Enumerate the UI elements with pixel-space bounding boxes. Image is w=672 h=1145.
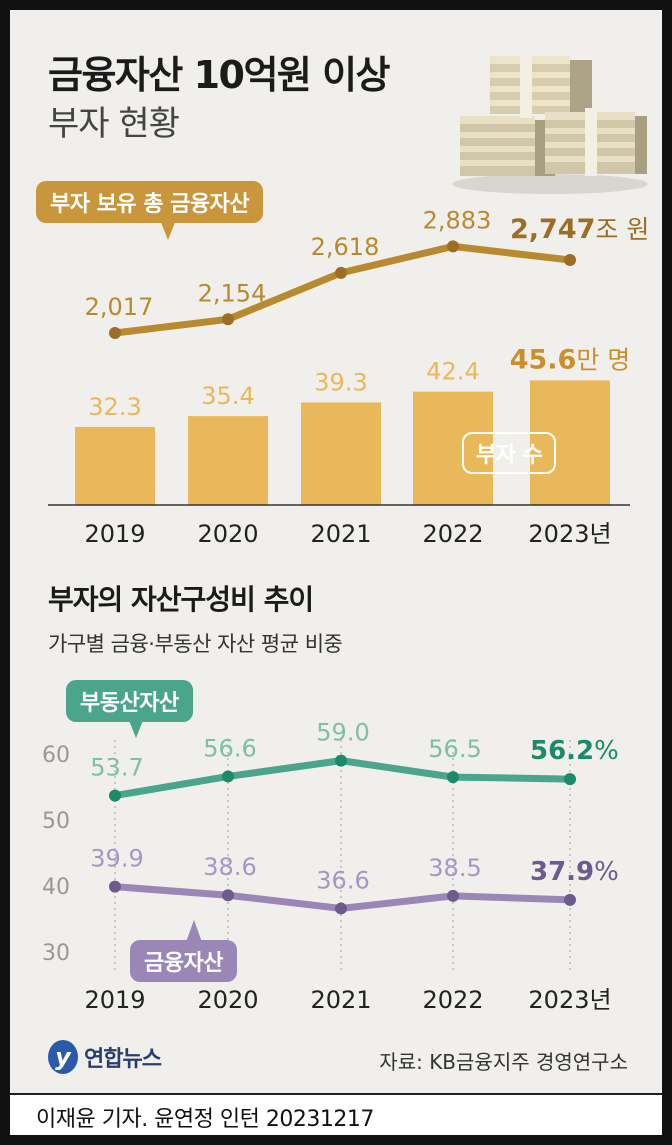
real-estate-point [109, 789, 121, 802]
real-estate-point [447, 771, 459, 784]
assets-point [447, 240, 459, 253]
assets-point [564, 254, 576, 266]
bar-value-label: 39.3 [314, 368, 367, 396]
section2-title: 부자의 자산구성비 추이 [48, 583, 314, 616]
x-tick-label: 2023년 [528, 986, 611, 1014]
real-estate-value-label: 56.2% [530, 736, 619, 766]
x-tick-label: 2021 [310, 520, 371, 548]
wealthy-count-and-assets-chart: 32.3 35.4 39.3 42.4 45.6만 명 2,017 2,154 2,618 2… [48, 206, 649, 548]
footer-credit: 이재윤 기자. 윤연정 인턴 20231217 [36, 1107, 374, 1132]
assets-value-label: 2,017 [85, 293, 154, 321]
real-estate-point [564, 773, 576, 786]
page-title: 금융자산 10억원 이상 [48, 53, 391, 97]
assets-value-label: 2,154 [198, 279, 267, 307]
bar [75, 426, 155, 505]
assets-point [335, 266, 347, 279]
financial-value-label: 38.6 [203, 853, 256, 881]
infographic-frame: 금융자산 10억원 이상 부자 현황 [10, 10, 662, 1135]
assets-point [222, 313, 234, 326]
financial-point [564, 893, 576, 906]
x-tick-label: 2019 [84, 986, 145, 1014]
financial-point [335, 902, 347, 915]
real-estate-label: 부동산자산 [80, 691, 179, 716]
bar [301, 402, 381, 505]
bar-value-label: 32.3 [88, 393, 141, 421]
bar-value-label: 42.4 [426, 358, 479, 386]
real-estate-point [335, 754, 347, 767]
y-tick-label: 30 [42, 941, 70, 966]
financial-value-label: 36.6 [316, 866, 369, 894]
wealthy-count-tag: 부자 수 [462, 432, 557, 474]
assets-value-label: 2,883 [423, 206, 492, 234]
x-tick-label: 2022 [422, 520, 483, 548]
bar-value-label: 45.6만 명 [510, 344, 631, 375]
y-tick-label: 60 [42, 743, 70, 768]
financial-value-label: 38.5 [428, 854, 481, 882]
x-tick-label: 2019 [84, 520, 145, 548]
tag-pointer-icon [160, 220, 176, 240]
financial-assets-label: 금융자산 [144, 951, 223, 976]
source-note: 자료: KB금융지주 경영연구소 [379, 1050, 628, 1074]
footer-bar: 이재윤 기자. 윤연정 인턴 20231217 [10, 1093, 662, 1135]
financial-point [109, 880, 121, 893]
page-subtitle: 부자 현황 [48, 104, 180, 144]
financial-value-label: 37.9% [530, 857, 619, 887]
assets-point [109, 327, 121, 339]
logo-text: 연합뉴스 [84, 1047, 162, 1072]
y-tick-label: 40 [42, 875, 70, 900]
yonhap-logo: y 연합뉴스 [48, 1040, 162, 1074]
y-tick-label: 50 [42, 809, 70, 834]
real-estate-value-label: 59.0 [316, 719, 369, 747]
bar [413, 391, 493, 505]
bar [530, 380, 610, 505]
total-financial-assets-tag: 부자 보유 총 금융자산 [36, 181, 264, 223]
assets-value-label: 2,747조 원 [510, 214, 649, 245]
real-estate-value-label: 56.6 [203, 734, 256, 762]
x-tick-label: 2022 [422, 986, 483, 1014]
financial-value-label: 39.9 [90, 845, 143, 873]
financial-point [222, 889, 234, 902]
logo-mark-icon: y [48, 1040, 78, 1074]
tag-pointer-icon [128, 718, 144, 738]
bar-value-label: 35.4 [201, 382, 254, 410]
real-estate-tag: 부동산자산 [66, 680, 193, 722]
x-tick-label: 2020 [197, 986, 258, 1014]
wealthy-count-label: 부자 수 [476, 443, 543, 468]
total-financial-assets-label: 부자 보유 총 금융자산 [50, 192, 250, 217]
money-stack-icon [452, 52, 648, 194]
assets-value-label: 2,618 [311, 233, 380, 261]
x-tick-label: 2020 [197, 520, 258, 548]
section2-subtitle: 가구별 금융·부동산 자산 평균 비중 [48, 632, 343, 656]
financial-assets-tag: 금융자산 [130, 940, 237, 982]
x-tick-label: 2021 [310, 986, 371, 1014]
asset-composition-chart: 30 40 50 60 53.7 56.6 59.0 56.5 56.2% 39.9 38.6 36… [42, 719, 619, 1014]
financial-point [447, 889, 459, 902]
bar [188, 416, 268, 505]
real-estate-point [222, 770, 234, 783]
real-estate-value-label: 56.5 [428, 735, 481, 763]
real-estate-value-label: 53.7 [90, 754, 143, 782]
tag-pointer-icon [186, 920, 202, 942]
x-tick-label: 2023년 [528, 520, 611, 548]
